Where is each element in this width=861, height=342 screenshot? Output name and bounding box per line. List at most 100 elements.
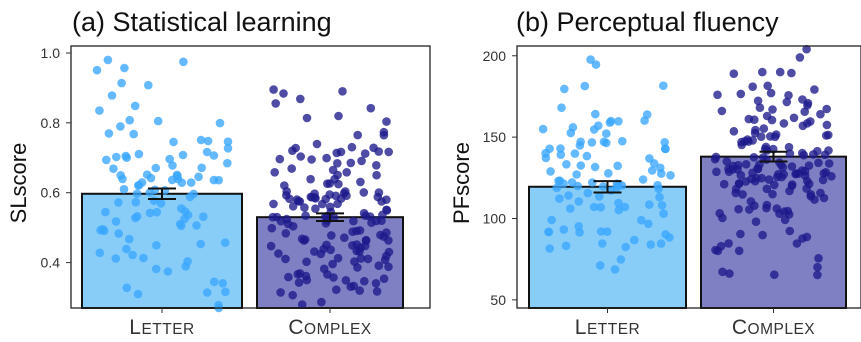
data-point [353, 263, 362, 272]
data-point [288, 222, 298, 231]
data-point [352, 240, 362, 249]
data-point [376, 230, 385, 240]
data-point [555, 176, 565, 185]
data-point [576, 137, 585, 147]
data-point [761, 142, 771, 152]
x-tick-label-complex: COMPLEX [288, 316, 371, 339]
data-point [125, 234, 134, 244]
plot-frame [516, 45, 861, 309]
y-tick-label: 1.0 [41, 45, 61, 61]
data-point [144, 80, 153, 90]
data-point [220, 238, 230, 247]
data-point [606, 116, 616, 126]
data-point [311, 204, 320, 213]
data-point [194, 172, 203, 182]
data-point [716, 241, 726, 251]
data-point [346, 158, 356, 168]
data-point [366, 103, 376, 113]
data-point [276, 288, 285, 297]
data-point [785, 186, 794, 196]
y-tick-label: 0.8 [41, 115, 61, 131]
data-point [560, 84, 569, 94]
data-point [346, 282, 356, 292]
data-point [591, 109, 600, 119]
data-point [758, 230, 767, 240]
data-point [557, 103, 566, 112]
data-point [736, 229, 745, 239]
data-point [621, 242, 630, 252]
data-point [617, 181, 627, 190]
data-point [318, 199, 327, 209]
data-point [722, 157, 732, 166]
error-bar-complex [316, 212, 344, 223]
data-point [595, 192, 604, 201]
data-point [775, 67, 785, 77]
data-point [310, 193, 320, 202]
data-point [586, 55, 595, 64]
data-point [759, 153, 768, 162]
data-point [202, 147, 212, 157]
data-point [168, 161, 177, 170]
data-point [275, 154, 285, 164]
data-point [330, 174, 339, 184]
panel-perceptual-fluency: (b) Perceptual fluency PFscore 50 100 150 2… [449, 7, 861, 339]
data-point [538, 124, 548, 134]
data-point [117, 78, 126, 88]
data-point [323, 179, 332, 188]
y-tick-label: 200 [483, 48, 507, 64]
data-point [804, 179, 814, 189]
data-point [544, 227, 553, 237]
data-point [541, 148, 550, 158]
data-point [119, 184, 129, 194]
data-point [133, 289, 143, 299]
data-point [657, 169, 666, 178]
data-point [744, 114, 754, 124]
data-point [152, 207, 162, 217]
data-point [270, 168, 280, 177]
data-point [221, 287, 230, 297]
data-point [657, 201, 667, 210]
data-point [129, 129, 138, 139]
data-point [95, 106, 104, 115]
data-point [342, 168, 352, 177]
data-point [570, 149, 580, 158]
plot-frame [70, 45, 431, 309]
data-point [787, 162, 797, 171]
panel-b-title: (b) Perceptual fluency [516, 7, 779, 37]
data-point [743, 135, 752, 144]
data-point [559, 225, 569, 234]
data-point [785, 149, 795, 158]
data-point [785, 226, 795, 236]
data-point [733, 165, 742, 174]
data-point [279, 89, 288, 98]
data-point [647, 166, 657, 175]
data-point [179, 57, 188, 67]
data-point [218, 279, 228, 288]
data-point [180, 214, 189, 224]
data-point [618, 136, 627, 146]
data-point [813, 262, 822, 272]
data-point [173, 171, 182, 181]
data-point [659, 81, 668, 90]
data-point [644, 219, 653, 229]
data-point [185, 192, 195, 202]
data-point [819, 169, 829, 178]
data-point [572, 170, 581, 179]
data-point [116, 122, 125, 131]
data-point [753, 96, 763, 106]
data-point [552, 183, 562, 193]
data-point [202, 288, 212, 297]
data-point [331, 191, 341, 201]
data-point [784, 142, 794, 152]
data-point [109, 164, 118, 173]
data-point [92, 65, 102, 75]
data-point [789, 113, 799, 123]
data-point [352, 226, 361, 236]
data-point [326, 245, 336, 255]
data-point [359, 188, 369, 197]
error-bar-letter [593, 180, 622, 194]
data-point [715, 209, 724, 218]
data-point [101, 207, 110, 217]
data-point [734, 246, 744, 256]
data-point [574, 197, 584, 206]
